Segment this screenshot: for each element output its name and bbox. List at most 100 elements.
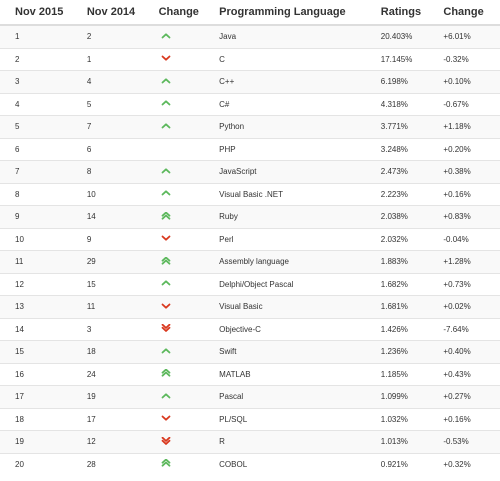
rating-cell: 1.185% [380, 362, 444, 386]
rating-cell: 1.099% [380, 385, 444, 408]
rating-cell: 1.032% [380, 407, 444, 431]
rating-cell: 20.403% [380, 25, 444, 48]
chevron-up-icon [161, 77, 171, 85]
rating-cell: 1.883% [380, 250, 444, 273]
trend-cell [158, 430, 220, 453]
trend-cell [158, 92, 220, 116]
chevron-up-icon [161, 167, 171, 175]
rating-cell: 3.771% [380, 115, 444, 138]
trend-cell [158, 47, 220, 71]
rank-2015-cell: 20 [0, 452, 87, 475]
change-cell: -0.67% [443, 92, 500, 116]
rank-2015-cell: 4 [0, 92, 87, 116]
rating-cell: 1.426% [380, 317, 444, 341]
header-programming-language[interactable]: Programming Language [219, 0, 381, 26]
rank-2015-cell: 18 [0, 407, 87, 431]
rank-2014-cell: 6 [86, 137, 159, 161]
table-row: 6 6 PHP 3.248% +0.20% [0, 137, 500, 161]
change-cell: +1.28% [443, 250, 500, 273]
chevron-up-icon [161, 32, 171, 40]
change-cell: -0.53% [443, 430, 500, 453]
language-cell: Objective-C [219, 317, 381, 341]
double-chevron-down-icon [161, 436, 171, 445]
header-change-percent[interactable]: Change [443, 0, 500, 26]
rank-2015-cell: 10 [0, 227, 87, 251]
rating-cell: 1.682% [380, 272, 444, 296]
chevron-down-icon [161, 54, 171, 62]
rank-2014-cell: 19 [86, 385, 159, 408]
table-row: 12 15 Delphi/Object Pascal 1.682% +0.73% [0, 272, 500, 296]
table-row: 19 12 R 1.013% -0.53% [0, 430, 500, 453]
table-row: 3 4 C++ 6.198% +0.10% [0, 70, 500, 93]
trend-cell [158, 160, 220, 183]
rank-2015-cell: 2 [0, 47, 87, 71]
rating-cell: 3.248% [380, 137, 444, 161]
rating-cell: 2.032% [380, 227, 444, 251]
double-chevron-up-icon [161, 369, 171, 377]
table-row: 7 8 JavaScript 2.473% +0.38% [0, 160, 500, 183]
language-cell: Assembly language [219, 250, 381, 273]
rating-cell: 1.013% [380, 430, 444, 453]
language-cell: Visual Basic [219, 295, 381, 318]
language-cell: R [219, 430, 381, 453]
double-chevron-up-icon [161, 459, 171, 467]
chevron-up-icon [161, 122, 171, 130]
rating-cell: 1.681% [380, 295, 444, 318]
change-cell: +6.01% [443, 25, 500, 48]
change-cell: +0.27% [443, 385, 500, 408]
rank-2015-cell: 7 [0, 160, 87, 183]
rank-2015-cell: 19 [0, 430, 87, 453]
chevron-up-icon [161, 347, 171, 355]
header-ratings[interactable]: Ratings [380, 0, 444, 26]
chevron-up-icon [161, 99, 171, 107]
language-cell: Pascal [219, 385, 381, 408]
language-cell: Ruby [219, 205, 381, 228]
chevron-down-icon [161, 414, 171, 422]
chevron-down-icon [161, 302, 171, 310]
trend-cell [158, 205, 220, 228]
change-cell: +0.43% [443, 362, 500, 386]
table-row: 9 14 Ruby 2.038% +0.83% [0, 205, 500, 228]
rank-2015-cell: 14 [0, 317, 87, 341]
rating-cell: 17.145% [380, 47, 444, 71]
change-cell: +0.40% [443, 340, 500, 363]
chevron-up-icon [161, 189, 171, 197]
rank-2015-cell: 16 [0, 362, 87, 386]
language-cell: COBOL [219, 452, 381, 475]
language-cell: PL/SQL [219, 407, 381, 431]
rank-2014-cell: 5 [86, 92, 159, 116]
rank-2014-cell: 29 [86, 250, 159, 273]
rating-cell: 2.473% [380, 160, 444, 183]
table-row: 11 29 Assembly language 1.883% +1.28% [0, 250, 500, 273]
table-row: 20 28 COBOL 0.921% +0.32% [0, 452, 500, 475]
table-row: 4 5 C# 4.318% -0.67% [0, 92, 500, 116]
trend-cell [158, 452, 220, 475]
rank-2014-cell: 11 [86, 295, 159, 318]
rank-2014-cell: 15 [86, 272, 159, 296]
rating-cell: 1.236% [380, 340, 444, 363]
rank-2014-cell: 10 [86, 182, 159, 206]
rank-2015-cell: 11 [0, 250, 87, 273]
table-row: 10 9 Perl 2.032% -0.04% [0, 227, 500, 251]
table-row: 2 1 C 17.145% -0.32% [0, 47, 500, 71]
rank-2014-cell: 24 [86, 362, 159, 386]
change-cell: +0.10% [443, 70, 500, 93]
change-cell: +0.16% [443, 182, 500, 206]
rank-2014-cell: 8 [86, 160, 159, 183]
change-cell: +0.16% [443, 407, 500, 431]
trend-cell [158, 407, 220, 431]
table-row: 8 10 Visual Basic .NET 2.223% +0.16% [0, 182, 500, 206]
header-nov-2015[interactable]: Nov 2015 [0, 0, 87, 26]
table-row: 13 11 Visual Basic 1.681% +0.02% [0, 295, 500, 318]
table-row: 16 24 MATLAB 1.185% +0.43% [0, 362, 500, 386]
table-body: 1 2 Java 20.403% +6.01% 2 1 C 17.145% -0.32% 3 4 C++… [0, 25, 500, 475]
rank-2014-cell: 17 [86, 407, 159, 431]
rank-2015-cell: 17 [0, 385, 87, 408]
rank-2014-cell: 7 [86, 115, 159, 138]
header-change-trend[interactable]: Change [158, 0, 220, 26]
header-nov-2014[interactable]: Nov 2014 [86, 0, 159, 26]
change-cell: -0.04% [443, 227, 500, 251]
rank-2014-cell: 9 [86, 227, 159, 251]
rank-2014-cell: 12 [86, 430, 159, 453]
rating-cell: 2.038% [380, 205, 444, 228]
